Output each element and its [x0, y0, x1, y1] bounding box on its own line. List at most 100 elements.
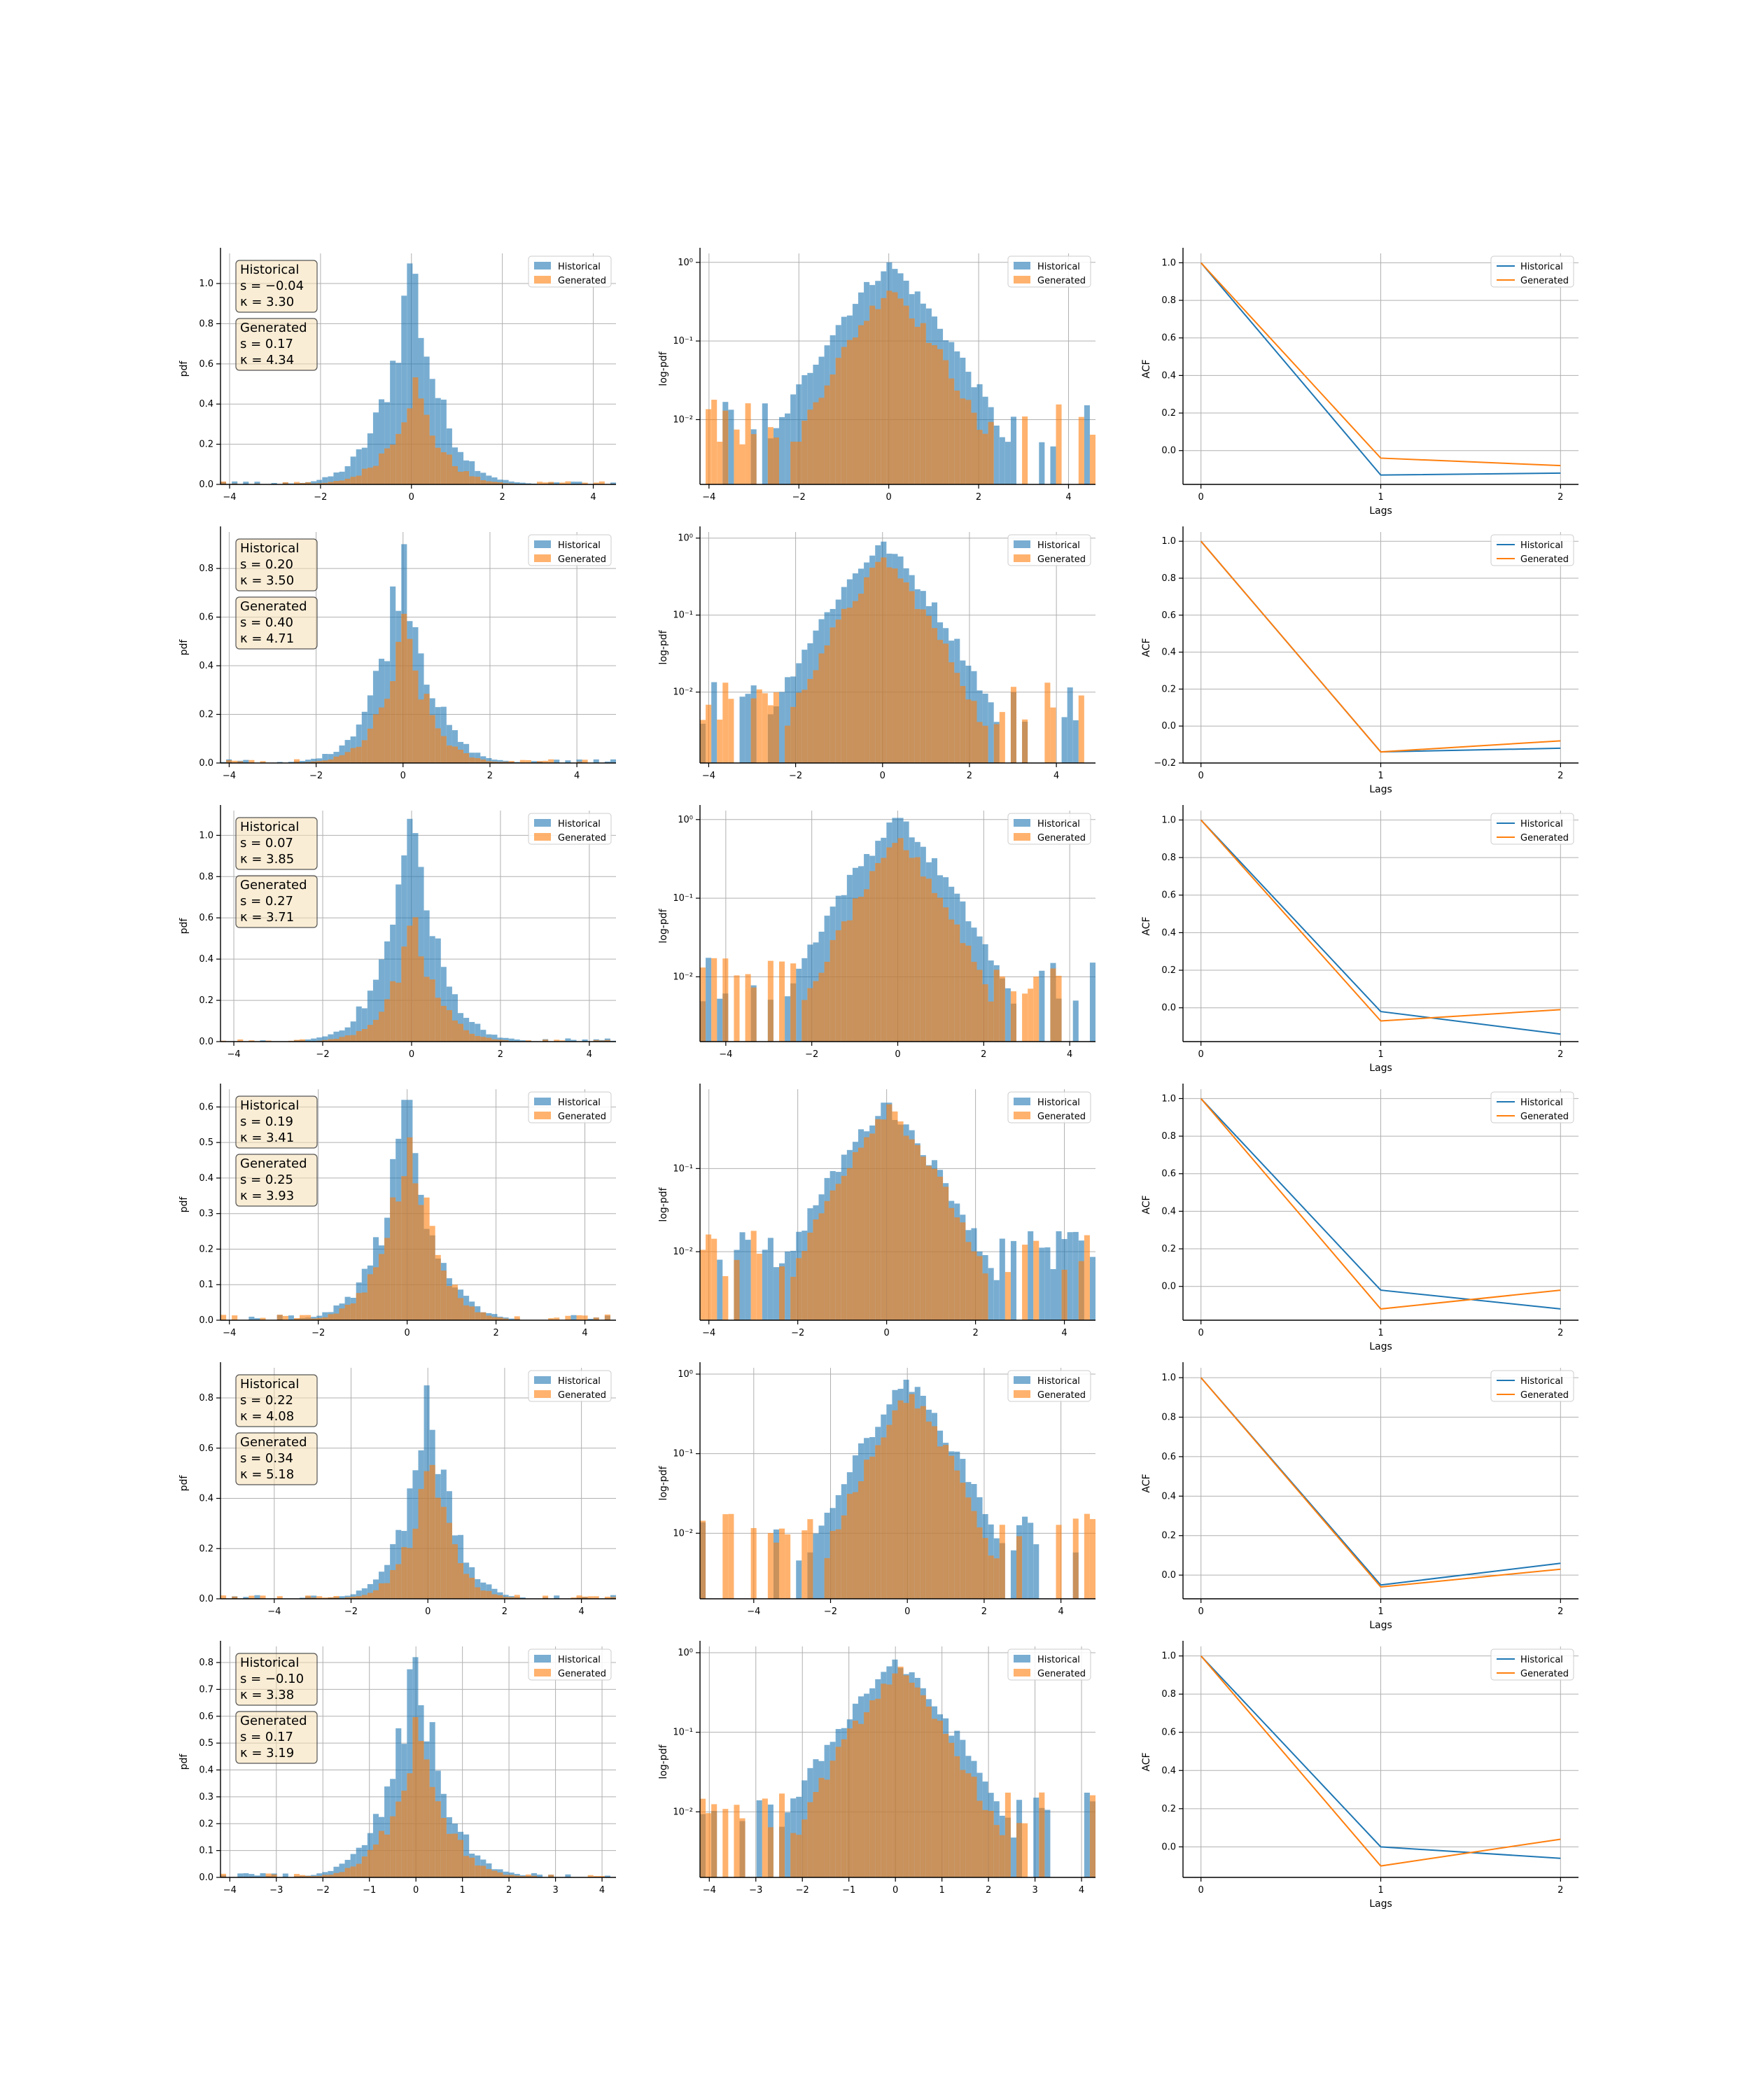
bar [463, 1305, 470, 1320]
x-tick-label: −4 [702, 492, 715, 503]
bar [852, 337, 858, 484]
bar [232, 481, 238, 484]
bar [598, 1040, 605, 1042]
bar [717, 720, 723, 763]
bar [344, 1035, 351, 1042]
bar [835, 930, 841, 1042]
panel-logpdf-row-0: −4 −2 0 2 4 10⁻² 10⁻¹ 10⁰ log-pdf Historical Gener… [658, 248, 1096, 503]
bar [361, 447, 368, 484]
stats-box-generated: Generated s = 0.17 κ = 4.34 [235, 318, 318, 371]
bar [982, 1273, 988, 1320]
x-tick-label: 0 [1198, 771, 1204, 781]
bar [508, 1318, 514, 1320]
series-generated-bars [706, 290, 1096, 484]
bar [892, 292, 898, 484]
bar [999, 1525, 1005, 1599]
y-axis-label: pdf [178, 1475, 190, 1492]
y-tick-label: 0.4 [199, 399, 214, 410]
bar [519, 1876, 526, 1877]
bar [333, 1866, 340, 1877]
bar [491, 1317, 498, 1320]
legend: Historical Generated [1490, 534, 1574, 566]
x-axis-label: Lags [1369, 784, 1392, 795]
y-tick-label: 0.6 [1161, 1728, 1176, 1738]
bar [925, 1421, 932, 1599]
bar [937, 640, 944, 763]
stats-title: Historical [240, 1656, 299, 1670]
bar [920, 1406, 926, 1599]
bar [881, 858, 887, 1042]
bar [756, 1254, 762, 1320]
x-tick-label: 1 [460, 1885, 465, 1896]
y-tick-label: 0.8 [199, 318, 214, 329]
y-tick-label: 0.0 [199, 479, 214, 490]
bar [418, 956, 424, 1042]
bar [525, 760, 531, 763]
bar [869, 305, 876, 484]
bar [356, 724, 362, 763]
bar [469, 757, 475, 763]
y-tick-label: 0.2 [1161, 1531, 1176, 1541]
bar [429, 1226, 435, 1320]
bar [1004, 1272, 1011, 1320]
bar [339, 1037, 345, 1042]
legend: Historical Generated [1490, 813, 1574, 845]
bar [582, 1315, 588, 1320]
bar [559, 1040, 566, 1042]
bar [503, 1040, 509, 1042]
bar [1039, 442, 1045, 484]
stats-skew: s = −0.10 [240, 1672, 304, 1686]
y-tick-label: 0.0 [199, 1872, 214, 1883]
bar [841, 921, 847, 1042]
bar [276, 1315, 283, 1320]
bar [988, 1810, 994, 1877]
bar [999, 437, 1005, 484]
bar [706, 958, 712, 1042]
bar [497, 1595, 503, 1599]
y-tick-label: −0.2 [1154, 758, 1176, 769]
bar [728, 699, 734, 763]
bar [593, 1317, 599, 1320]
y-tick-label: 0.1 [199, 1280, 214, 1290]
bar [379, 1254, 385, 1320]
stats-kurtosis: κ = 4.34 [240, 353, 294, 368]
bar [288, 762, 294, 763]
x-tick-label: 1 [1378, 1885, 1383, 1896]
bar [604, 1597, 610, 1599]
y-tick-label: 0.2 [199, 1819, 214, 1829]
bar [356, 475, 362, 484]
y-tick-label: 0.4 [1161, 1765, 1176, 1776]
bar [700, 1798, 706, 1877]
bar [1078, 416, 1084, 484]
bar [328, 482, 334, 484]
series-generated-bars [220, 1716, 605, 1877]
bar [542, 482, 549, 484]
stats-box-frame [235, 1711, 318, 1764]
legend: Historical Generated [1007, 255, 1091, 288]
bar [1044, 1809, 1051, 1877]
x-tick-label: 2 [1558, 1328, 1563, 1338]
x-tick-label: 2 [498, 1049, 503, 1060]
bar [328, 1034, 334, 1042]
bar [316, 1317, 323, 1320]
legend-label-generated: Generated [1520, 833, 1569, 844]
bar [440, 706, 447, 763]
bar [514, 1875, 520, 1877]
bar [1084, 405, 1090, 484]
bar [401, 1791, 407, 1877]
panel-logpdf-row-5: −4 −3 −2 −1 0 1 2 3 4 10⁻² 10⁻¹ 10⁰ log-pdf Historica… [658, 1641, 1096, 1896]
bar [830, 627, 836, 763]
x-tick-label: 2 [500, 492, 505, 503]
bar [779, 416, 785, 484]
panel-pdf-row-4: −4 −2 0 2 4 0.0 0.2 0.4 0.6 0.8 pdf Historical Gener… [178, 1362, 616, 1617]
y-tick-label: 10⁰ [678, 1369, 693, 1380]
bar [480, 1030, 486, 1042]
y-tick-label: 0.6 [199, 1712, 214, 1722]
legend-label-historical: Historical [1520, 540, 1563, 551]
bar [1004, 442, 1011, 484]
bar [293, 1040, 300, 1042]
bar [1010, 1240, 1016, 1320]
y-axis-label: log-pdf [658, 629, 669, 664]
panel-pdf-row-5: −4 −3 −2 −1 0 1 2 3 4 0.0 0.1 0.2 0.3 0.4 0.5 0.6 0.7 0.8… [178, 1641, 616, 1896]
bar [446, 1522, 452, 1599]
